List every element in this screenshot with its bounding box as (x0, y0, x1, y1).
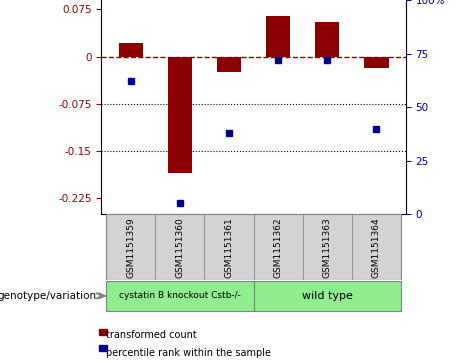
Text: transformed count: transformed count (106, 330, 197, 340)
Bar (168, 57, 192, 173)
Bar (266, 16, 290, 57)
Text: percentile rank within the sample: percentile rank within the sample (106, 348, 271, 359)
Bar (315, 22, 339, 57)
Text: GSM1151364: GSM1151364 (372, 217, 381, 278)
Bar (364, 57, 389, 68)
Bar (352, 214, 401, 280)
Bar (106, 214, 155, 280)
Bar (106, 281, 254, 310)
Text: GSM1151362: GSM1151362 (273, 217, 283, 278)
Bar (118, 43, 143, 57)
Bar (302, 214, 352, 280)
Bar (254, 214, 302, 280)
Text: cystatin B knockout Cstb-/-: cystatin B knockout Cstb-/- (119, 291, 241, 300)
Bar (254, 281, 401, 310)
Bar (205, 214, 254, 280)
Bar (217, 57, 241, 73)
Bar (99, 329, 107, 335)
Text: GSM1151359: GSM1151359 (126, 217, 136, 278)
Bar (99, 345, 107, 351)
Text: GSM1151360: GSM1151360 (176, 217, 184, 278)
Text: GSM1151363: GSM1151363 (323, 217, 331, 278)
Bar (155, 214, 205, 280)
Text: wild type: wild type (301, 291, 353, 301)
Text: genotype/variation: genotype/variation (0, 291, 97, 301)
Text: GSM1151361: GSM1151361 (225, 217, 234, 278)
